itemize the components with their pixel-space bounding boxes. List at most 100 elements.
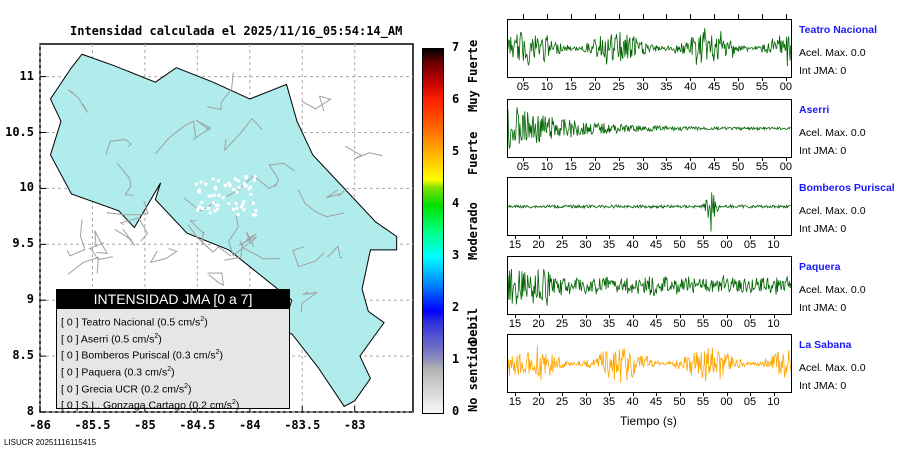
station-marker [227,201,231,205]
waveform [507,268,792,306]
station-marker [215,207,219,211]
time-tick-label: 40 [626,318,639,330]
colorbar-label: Moderado [466,202,480,260]
road [207,272,224,287]
time-tick-label: 40 [684,81,697,93]
waveform [507,192,791,232]
time-tick-label: 50 [673,396,686,408]
y-tick-label: 9.5 [12,236,34,251]
time-tick [562,392,563,396]
time-tick-label: 15 [564,81,577,93]
time-tick-label: 05 [743,318,757,330]
time-tick [538,392,540,396]
road [238,231,258,247]
time-tick [726,314,728,318]
time-tick-label: 30 [579,396,592,408]
road [68,89,88,113]
station-marker [207,207,211,211]
legend-unit-exp: 2 [167,366,172,374]
station-marker [253,175,257,179]
station-marker [231,207,235,211]
time-tick [515,314,516,318]
time-tick [690,157,692,161]
time-tick-label: 25 [555,396,569,408]
legend-item-text: [ 0 ] Grecia UCR (0.2 cm/s [61,383,185,396]
time-tick [762,157,763,161]
station-name: La Sabana [799,339,852,351]
station-marker [209,194,213,198]
station-acel: Acel. Max. 0.0 [799,47,866,59]
time-tick [773,392,775,396]
legend-item-text: [ 0 ] Paquera (0.3 cm/s [61,366,168,379]
time-tick-label: 40 [626,396,639,408]
road [155,120,197,155]
station-marker [201,207,205,211]
time-tick [585,235,587,239]
time-tick [750,392,751,396]
station-acel: Acel. Max. 0.0 [799,362,866,374]
y-tick-label: 10.5 [5,124,34,139]
legend-unit-exp: 2 [215,349,220,357]
time-tick [726,392,728,396]
station-marker [196,208,200,212]
time-tick-label: 50 [731,81,745,93]
legend-unit-exp: 2 [232,399,236,407]
waveform-line [507,345,792,384]
time-tick-label: 05 [516,161,530,173]
time-tick-label: 30 [579,318,592,330]
station-marker [227,181,231,185]
time-tick [546,14,548,19]
station-marker [241,202,245,206]
station-marker [239,205,243,209]
time-tick-label: 55 [696,239,710,251]
station-marker [242,182,246,186]
legend-paren: ) [158,333,162,346]
time-tick-label: 45 [708,81,721,93]
time-tick [642,77,644,81]
station-int: Int JMA: 0 [799,223,847,235]
time-tick [703,314,704,318]
station-marker [213,186,217,190]
station-marker [194,182,198,186]
seismogram-panel [507,334,792,393]
time-tick-label: 35 [602,396,616,408]
colorbar-tick: 6 [452,92,460,106]
station-marker [208,211,212,215]
colorbar-label: Fuerte [466,131,480,175]
time-tick [538,314,540,318]
station-marker [216,203,220,207]
time-tick-label: 50 [673,239,686,251]
time-tick [609,314,610,318]
time-tick-label: 35 [602,239,616,251]
intensity-colorbar [422,48,444,414]
station-marker [249,192,253,196]
station-marker [242,208,246,212]
road [206,72,234,111]
time-tick [690,14,692,19]
colorbar-label: Muy Fuerte [466,39,480,112]
station-marker [251,213,255,217]
station-marker [212,193,216,197]
time-tick-label: 35 [660,81,673,93]
time-tick-label: 10 [540,81,554,93]
station-marker [200,200,204,204]
colorbar-tick: 7 [452,40,460,54]
station-int: Int JMA: 0 [799,145,847,157]
road [189,220,205,246]
station-marker [213,209,217,213]
road [297,189,344,218]
time-tick [609,392,610,396]
time-tick-label: 55 [696,318,710,330]
time-tick [750,314,751,318]
time-tick-label: 25 [612,81,625,93]
time-tick-label: 10 [767,318,780,330]
time-tick-label: 45 [649,396,663,408]
time-tick [523,14,524,19]
time-tick [762,14,763,19]
colorbar-tick: 5 [452,144,460,158]
station-marker [237,185,241,189]
time-tick [773,235,775,239]
seismogram-panel [507,256,792,315]
time-tick-label: 45 [649,318,663,330]
station-marker [244,184,248,188]
